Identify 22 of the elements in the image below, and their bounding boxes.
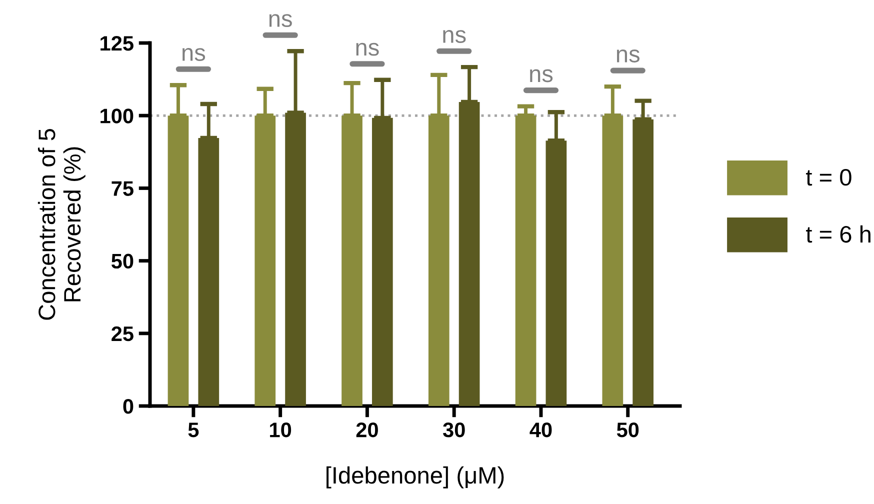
x-tick-label: 5 [188, 422, 199, 438]
y-tick-label: 25 [112, 326, 134, 342]
x-tick-label: 40 [530, 422, 552, 438]
x-axis-title: [Idebenone] (μM) [326, 466, 504, 488]
y-axis-title: Concentration of 5 Recovered (%) [38, 129, 86, 320]
y-tick-label: 100 [100, 108, 134, 124]
x-tick-label: 30 [442, 422, 465, 438]
annotation: ns [530, 69, 553, 82]
y-tick-label: 125 [100, 36, 134, 51]
y-tick-label: 50 [112, 254, 134, 269]
annotation: ns [182, 48, 206, 61]
legend-label: t = 6 h [806, 225, 870, 243]
text: ns [443, 30, 466, 43]
y-tick-label: 0 [123, 399, 134, 414]
x-tick-label: 20 [356, 422, 378, 438]
annotation: ns [616, 50, 640, 62]
x-tick-label: 50 [616, 422, 639, 438]
text: ns [269, 14, 292, 28]
legend-label: t = 0 [806, 168, 852, 186]
x-tick-label: 10 [270, 422, 292, 438]
y-tick-label: 75 [112, 181, 134, 196]
annotation: ns [356, 42, 379, 56]
